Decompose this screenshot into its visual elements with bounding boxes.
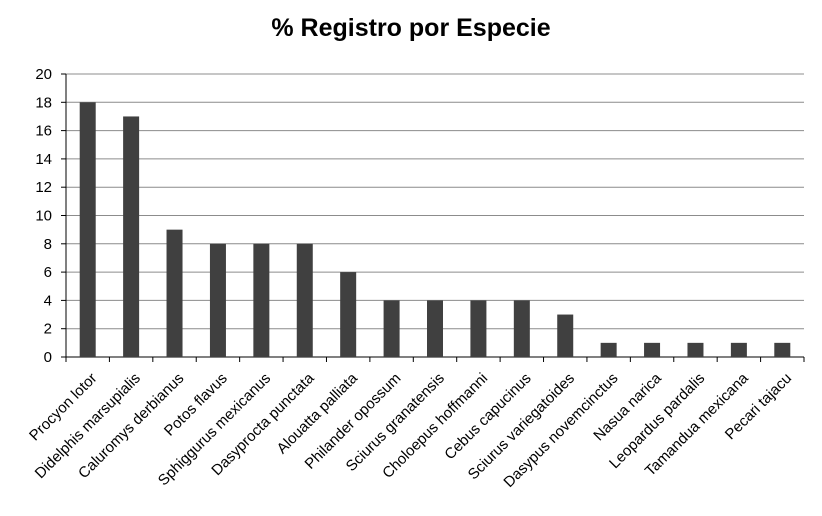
bar bbox=[730, 342, 747, 357]
bar bbox=[296, 243, 313, 357]
bar bbox=[123, 116, 140, 357]
bar bbox=[79, 102, 96, 357]
bar bbox=[383, 300, 400, 357]
y-tick-label: 20 bbox=[35, 66, 52, 83]
y-tick-label: 14 bbox=[35, 151, 52, 168]
bar bbox=[209, 243, 226, 357]
y-tick-label: 18 bbox=[35, 94, 52, 111]
bar bbox=[644, 342, 661, 357]
bar bbox=[166, 229, 183, 357]
bar bbox=[427, 300, 443, 357]
bar bbox=[600, 342, 617, 357]
y-tick-label: 4 bbox=[44, 292, 52, 309]
y-tick-label: 10 bbox=[35, 208, 52, 225]
y-tick-label: 12 bbox=[35, 179, 52, 196]
y-tick-label: 0 bbox=[44, 349, 52, 366]
y-tick-labels: 0 2 4 6 8 10 12 14 16 18 20 bbox=[35, 66, 52, 366]
bar bbox=[253, 243, 270, 357]
y-tick-label: 2 bbox=[44, 321, 52, 338]
bars bbox=[79, 102, 791, 357]
chart-title: % Registro por Especie bbox=[271, 14, 551, 42]
bar bbox=[557, 314, 574, 357]
bar bbox=[513, 300, 530, 357]
y-tick-label: 8 bbox=[44, 236, 52, 253]
y-tick-label: 16 bbox=[35, 123, 52, 140]
bar bbox=[687, 342, 704, 357]
y-tick-label: 6 bbox=[44, 264, 52, 281]
bar bbox=[774, 342, 791, 357]
bar bbox=[340, 272, 357, 357]
bar bbox=[470, 300, 487, 357]
